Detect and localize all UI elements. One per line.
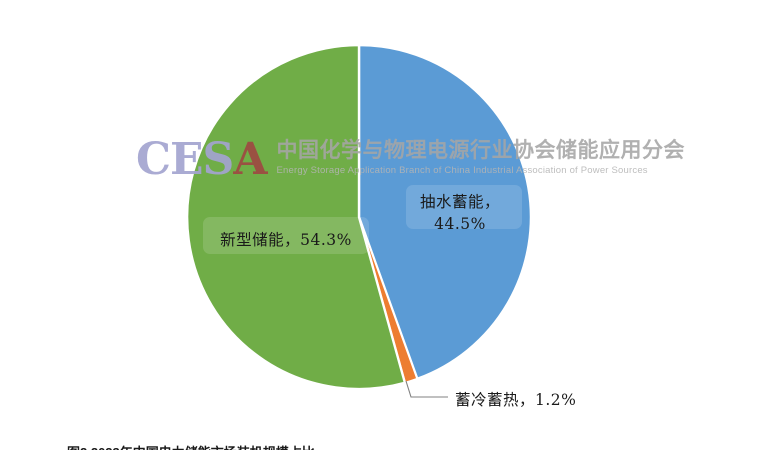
- blue-label-plate: [406, 185, 522, 229]
- label-new-energy-storage: 新型储能，54.3%: [220, 231, 352, 249]
- label-pumped-hydro-line1: 抽水蓄能，: [419, 193, 500, 211]
- leader-line: [405, 380, 448, 398]
- label-pumped-hydro-line2: 44.5%: [434, 215, 486, 233]
- label-pumped-hydro: 抽水蓄能， 44.5%: [400, 191, 520, 235]
- figure-caption-text: 图2 2023年中国电力储能市场装机规模占比: [67, 445, 315, 450]
- figure-caption-clipped: 图2 2023年中国电力储能市场装机规模占比: [67, 442, 367, 450]
- label-thermal-storage: 蓄冷蓄热，1.2%: [455, 391, 577, 409]
- green-label-plate: [203, 217, 369, 254]
- pie-slice-pumped-hydro: [357, 43, 533, 381]
- pie-slice-new-energy-storage: [185, 43, 407, 391]
